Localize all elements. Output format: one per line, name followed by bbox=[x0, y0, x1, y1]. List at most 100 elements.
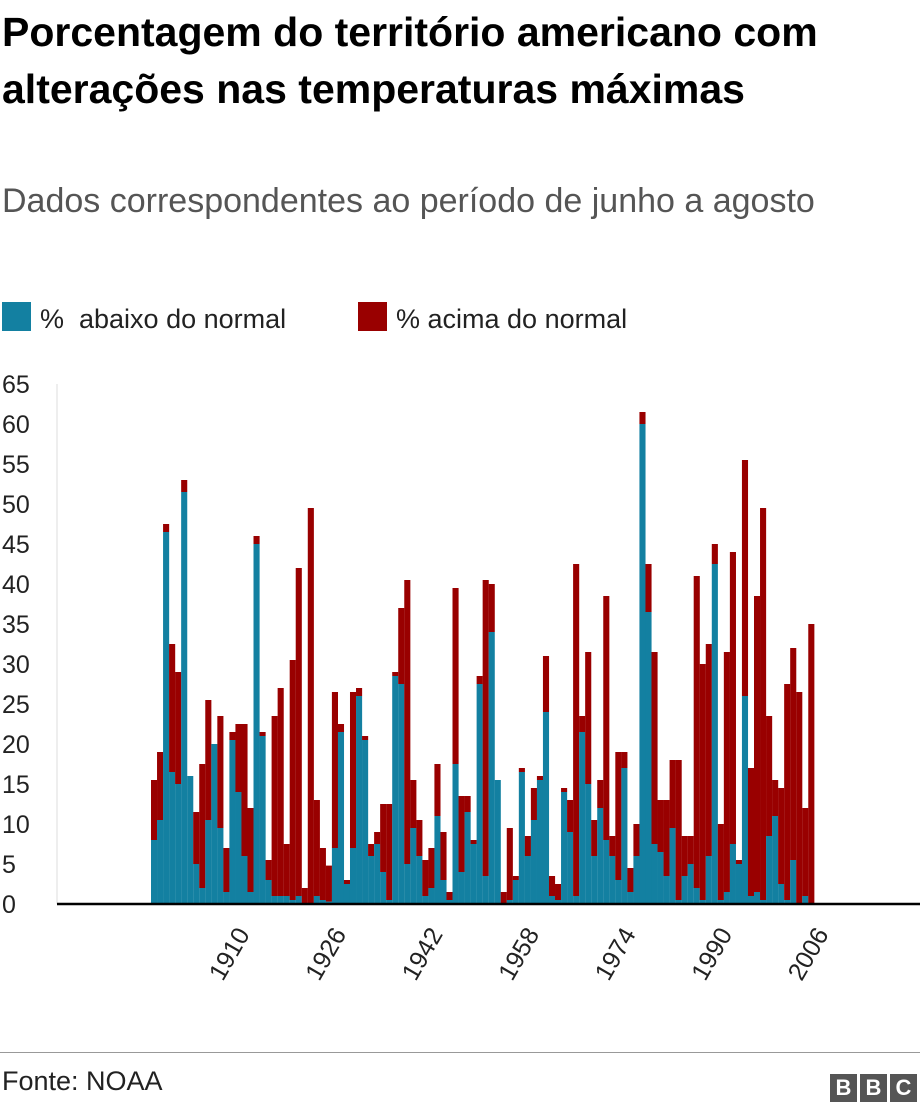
bar-below-normal bbox=[651, 844, 658, 904]
x-tick-label: 1942 bbox=[397, 923, 449, 985]
bar-above-normal bbox=[567, 800, 574, 832]
legend-swatch-above-normal bbox=[358, 302, 387, 331]
bar-below-normal bbox=[579, 732, 586, 904]
bar-above-normal bbox=[555, 884, 562, 900]
bar-below-normal bbox=[790, 860, 797, 904]
bar-above-normal bbox=[404, 580, 411, 864]
footer-divider bbox=[0, 1052, 920, 1053]
bar-below-normal bbox=[277, 896, 284, 904]
bar-above-normal bbox=[241, 724, 248, 856]
bar-below-normal bbox=[175, 784, 182, 904]
bar-above-normal bbox=[295, 568, 302, 896]
bar-above-normal bbox=[343, 880, 351, 884]
bar-below-normal bbox=[476, 684, 483, 904]
bar-below-normal bbox=[356, 696, 363, 904]
bar-below-normal bbox=[181, 492, 188, 904]
bar-below-normal bbox=[567, 832, 574, 904]
bar-below-normal bbox=[784, 900, 791, 904]
bar-below-normal bbox=[530, 820, 537, 904]
bar-above-normal bbox=[796, 692, 803, 904]
bar-above-normal bbox=[518, 768, 525, 772]
bar-above-normal bbox=[729, 552, 736, 844]
bar-below-normal bbox=[380, 872, 387, 904]
bar-above-normal bbox=[681, 836, 688, 876]
bar-below-normal bbox=[633, 856, 640, 904]
bar-below-normal bbox=[518, 772, 525, 904]
bar-above-normal bbox=[657, 800, 664, 852]
bar-below-normal bbox=[735, 864, 743, 904]
bar-above-normal bbox=[735, 860, 743, 864]
bar-above-normal bbox=[790, 648, 797, 860]
bar-below-normal bbox=[555, 900, 562, 904]
bar-above-normal bbox=[446, 892, 453, 900]
chart-subtitle: Dados correspondentes ao período de junh… bbox=[2, 182, 815, 220]
x-tick-label: 1990 bbox=[686, 923, 738, 985]
bar-below-normal bbox=[265, 880, 272, 904]
y-tick-label: 25 bbox=[2, 691, 30, 719]
bar-above-normal bbox=[669, 760, 676, 828]
bar-above-normal bbox=[193, 812, 200, 864]
bar-below-normal bbox=[163, 532, 170, 904]
bar-above-normal bbox=[464, 796, 471, 812]
bar-above-normal bbox=[374, 832, 381, 844]
bar-above-normal bbox=[573, 564, 580, 896]
bar-above-normal bbox=[337, 724, 345, 732]
bar-below-normal bbox=[337, 732, 345, 904]
bar-below-normal bbox=[645, 612, 652, 904]
bar-above-normal bbox=[561, 788, 568, 792]
bar-below-normal bbox=[627, 892, 634, 904]
y-tick-label: 15 bbox=[2, 771, 30, 799]
bar-below-normal bbox=[760, 900, 767, 904]
bar-above-normal bbox=[772, 780, 779, 816]
bar-above-normal bbox=[169, 644, 176, 772]
x-tick-label: 1910 bbox=[204, 923, 256, 985]
y-tick-label: 60 bbox=[2, 411, 30, 439]
bar-above-normal bbox=[313, 800, 320, 896]
bars bbox=[151, 412, 815, 904]
bar-above-normal bbox=[651, 652, 658, 844]
bar-above-normal bbox=[235, 724, 242, 792]
bar-above-normal bbox=[398, 608, 405, 684]
bar-above-normal bbox=[458, 796, 465, 872]
x-tick-label: 2006 bbox=[783, 923, 835, 985]
bar-below-normal bbox=[754, 892, 761, 904]
bar-above-normal bbox=[440, 832, 447, 880]
bar-above-normal bbox=[687, 836, 694, 864]
bar-below-normal bbox=[392, 676, 399, 904]
bar-below-normal bbox=[211, 744, 218, 904]
bar-above-normal bbox=[380, 804, 387, 872]
bar-below-normal bbox=[699, 900, 706, 904]
bar-below-normal bbox=[205, 820, 212, 904]
bar-above-normal bbox=[307, 508, 314, 904]
bar-below-normal bbox=[621, 768, 628, 904]
bar-above-normal bbox=[741, 460, 749, 696]
bar-above-normal bbox=[717, 824, 724, 900]
bar-below-normal bbox=[512, 880, 519, 904]
bar-above-normal bbox=[621, 752, 628, 768]
bar-below-normal bbox=[271, 896, 278, 904]
bar-above-normal bbox=[289, 660, 296, 900]
y-tick-label: 20 bbox=[2, 731, 30, 759]
bar-above-normal bbox=[585, 652, 592, 784]
x-tick-label: 1974 bbox=[590, 923, 642, 985]
bar-above-normal bbox=[434, 764, 441, 816]
bar-below-normal bbox=[368, 856, 375, 904]
source-note: Fonte: NOAA bbox=[2, 1066, 163, 1096]
bar-above-normal bbox=[778, 788, 785, 884]
bar-below-normal bbox=[259, 736, 266, 904]
y-tick-label: 30 bbox=[2, 651, 30, 679]
bar-above-normal bbox=[422, 860, 429, 896]
bar-below-normal bbox=[681, 876, 688, 904]
x-tick-label: 1958 bbox=[493, 923, 545, 985]
bar-above-normal bbox=[639, 412, 646, 424]
x-tick-label: 1926 bbox=[300, 923, 352, 985]
bar-below-normal bbox=[313, 896, 320, 904]
bar-above-normal bbox=[512, 876, 519, 880]
bar-below-normal bbox=[693, 888, 700, 904]
bar-below-normal bbox=[639, 424, 646, 904]
bar-above-normal bbox=[265, 860, 272, 880]
bar-above-normal bbox=[283, 844, 290, 896]
bar-above-normal bbox=[199, 764, 206, 888]
bbc-logo-letter: C bbox=[890, 1074, 917, 1102]
bar-below-normal bbox=[386, 900, 393, 904]
